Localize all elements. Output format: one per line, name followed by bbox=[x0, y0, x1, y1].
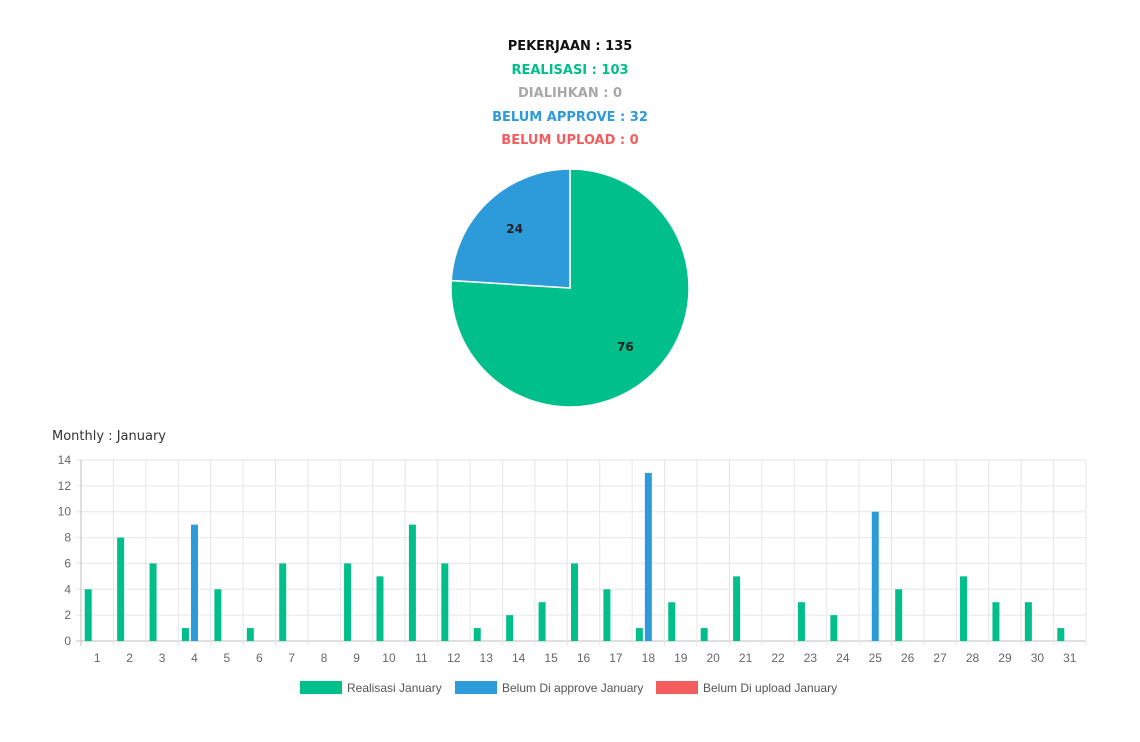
bar-realisasi-20[interactable] bbox=[700, 628, 708, 641]
y-tick-label: 14 bbox=[58, 453, 72, 467]
bar-realisasi-15[interactable] bbox=[538, 602, 546, 641]
bar-realisasi-13[interactable] bbox=[473, 628, 481, 641]
x-tick-label: 25 bbox=[869, 651, 883, 665]
x-tick-label: 18 bbox=[642, 651, 656, 665]
bar-realisasi-23[interactable] bbox=[797, 602, 805, 641]
stat-realisasi: REALISASI : 103 bbox=[511, 62, 629, 78]
x-tick-label: 10 bbox=[382, 651, 396, 665]
bar-realisasi-4[interactable] bbox=[181, 628, 189, 641]
x-tick-label: 14 bbox=[512, 651, 526, 665]
x-tick-label: 28 bbox=[966, 651, 980, 665]
legend-label[interactable]: Realisasi January bbox=[347, 681, 442, 695]
bar-realisasi-12[interactable] bbox=[441, 563, 449, 641]
x-tick-label: 27 bbox=[933, 651, 947, 665]
bar-realisasi-26[interactable] bbox=[895, 589, 903, 641]
x-tick-label: 22 bbox=[771, 651, 785, 665]
legend-swatch[interactable] bbox=[455, 681, 497, 694]
bar-belum-approve-25[interactable] bbox=[871, 511, 879, 641]
legend-swatch[interactable] bbox=[656, 681, 698, 694]
bar-realisasi-1[interactable] bbox=[84, 589, 92, 641]
bar-realisasi-6[interactable] bbox=[246, 628, 254, 641]
bar-belum-approve-18[interactable] bbox=[644, 472, 652, 641]
x-tick-label: 12 bbox=[447, 651, 461, 665]
x-tick-label: 2 bbox=[126, 651, 133, 665]
x-tick-label: 20 bbox=[706, 651, 720, 665]
stat-pekerjaan: PEKERJAAN : 135 bbox=[507, 39, 633, 54]
bar-realisasi-16[interactable] bbox=[571, 563, 578, 641]
x-tick-label: 19 bbox=[674, 651, 688, 665]
bar-realisasi-24[interactable] bbox=[830, 615, 838, 641]
y-tick-label: 8 bbox=[64, 531, 71, 545]
monthly-title: Monthly : January bbox=[52, 429, 166, 444]
bar-chart: 0 2 4 6 8 10 12 14 1 2 3 4 5 6 7 8 9 10 11 12 13 14 15 16 17 18 19… bbox=[0, 448, 1140, 708]
x-tick-label: 1 bbox=[94, 651, 101, 665]
y-tick-label: 0 bbox=[64, 634, 71, 648]
y-tick-label: 12 bbox=[58, 479, 72, 493]
x-tick-label: 23 bbox=[804, 651, 818, 665]
x-tick-label: 15 bbox=[544, 651, 558, 665]
x-tick-label: 26 bbox=[901, 651, 915, 665]
x-tick-label: 17 bbox=[609, 651, 623, 665]
bar-realisasi-7[interactable] bbox=[279, 563, 287, 641]
bar-realisasi-14[interactable] bbox=[506, 615, 514, 641]
x-tick-label: 9 bbox=[353, 651, 360, 665]
y-tick-label: 4 bbox=[64, 582, 71, 596]
bar-realisasi-2[interactable] bbox=[117, 537, 125, 641]
x-tick-label: 21 bbox=[739, 651, 753, 665]
bar-realisasi-19[interactable] bbox=[668, 602, 676, 641]
pie-slice-label: 24 bbox=[506, 222, 523, 236]
x-tick-label: 3 bbox=[159, 651, 166, 665]
bar-realisasi-28[interactable] bbox=[960, 576, 968, 641]
bar-realisasi-10[interactable] bbox=[376, 576, 384, 641]
x-tick-label: 30 bbox=[1031, 651, 1045, 665]
bar-realisasi-17[interactable] bbox=[603, 589, 611, 641]
x-tick-label: 29 bbox=[998, 651, 1012, 665]
stat-belum-approve: BELUM APPROVE : 32 bbox=[492, 109, 648, 125]
stat-belum-upload: BELUM UPLOAD : 0 bbox=[501, 133, 639, 149]
x-tick-label: 13 bbox=[480, 651, 494, 665]
x-tick-label: 16 bbox=[577, 651, 591, 665]
bar-realisasi-9[interactable] bbox=[344, 563, 352, 641]
x-tick-label: 7 bbox=[288, 651, 295, 665]
x-tick-label: 5 bbox=[224, 651, 231, 665]
bar-realisasi-3[interactable] bbox=[149, 563, 157, 641]
legend-label[interactable]: Belum Di approve January bbox=[502, 681, 643, 695]
pie-chart: 76 24 bbox=[440, 160, 700, 420]
legend-label[interactable]: Belum Di upload January bbox=[703, 681, 837, 695]
summary-stats: PEKERJAAN : 135 REALISASI : 103 DIALIHKA… bbox=[0, 37, 1140, 155]
bar-realisasi-31[interactable] bbox=[1057, 628, 1065, 641]
x-tick-label: 6 bbox=[256, 651, 263, 665]
stat-dialihkan: DIALIHKAN : 0 bbox=[518, 86, 622, 102]
bar-realisasi-5[interactable] bbox=[214, 589, 222, 641]
y-tick-label: 6 bbox=[64, 556, 71, 570]
bar-belum-approve-4[interactable] bbox=[190, 524, 198, 641]
pie-slice-label: 76 bbox=[617, 340, 634, 354]
x-tick-label: 24 bbox=[836, 651, 850, 665]
x-tick-label: 4 bbox=[191, 651, 198, 665]
y-tick-label: 2 bbox=[64, 608, 71, 622]
pie-slice-24[interactable] bbox=[450, 168, 571, 289]
bar-realisasi-30[interactable] bbox=[1024, 602, 1032, 641]
bar-realisasi-29[interactable] bbox=[992, 602, 1000, 641]
y-tick-label: 10 bbox=[58, 505, 72, 519]
pie-slice-76[interactable] bbox=[450, 168, 690, 408]
x-tick-label: 11 bbox=[415, 651, 428, 665]
bar-realisasi-18[interactable] bbox=[635, 628, 643, 641]
bar-realisasi-11[interactable] bbox=[408, 524, 416, 641]
x-tick-label: 8 bbox=[321, 651, 328, 665]
x-tick-label: 31 bbox=[1063, 651, 1077, 665]
legend-swatch[interactable] bbox=[300, 681, 342, 694]
bar-realisasi-21[interactable] bbox=[733, 576, 741, 641]
